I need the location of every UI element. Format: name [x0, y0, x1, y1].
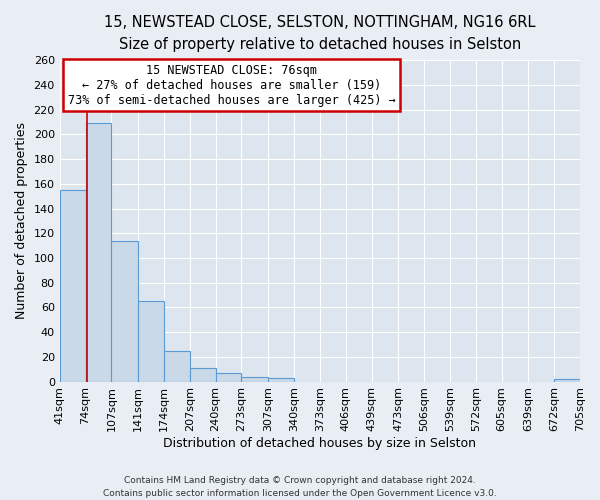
Text: 15 NEWSTEAD CLOSE: 76sqm
← 27% of detached houses are smaller (159)
73% of semi-: 15 NEWSTEAD CLOSE: 76sqm ← 27% of detach…: [68, 64, 395, 106]
Bar: [59, 190, 86, 382]
Bar: [241, 376, 268, 382]
Text: Contains HM Land Registry data © Crown copyright and database right 2024.
Contai: Contains HM Land Registry data © Crown c…: [103, 476, 497, 498]
Bar: [112, 240, 138, 382]
Bar: [138, 302, 164, 382]
Bar: [554, 379, 580, 382]
Bar: [268, 378, 294, 382]
X-axis label: Distribution of detached houses by size in Selston: Distribution of detached houses by size …: [163, 437, 476, 450]
Bar: [215, 373, 241, 382]
Bar: [164, 350, 190, 382]
Title: 15, NEWSTEAD CLOSE, SELSTON, NOTTINGHAM, NG16 6RL
Size of property relative to d: 15, NEWSTEAD CLOSE, SELSTON, NOTTINGHAM,…: [104, 15, 536, 52]
Bar: [86, 124, 112, 382]
Bar: [190, 368, 215, 382]
Y-axis label: Number of detached properties: Number of detached properties: [15, 122, 28, 320]
